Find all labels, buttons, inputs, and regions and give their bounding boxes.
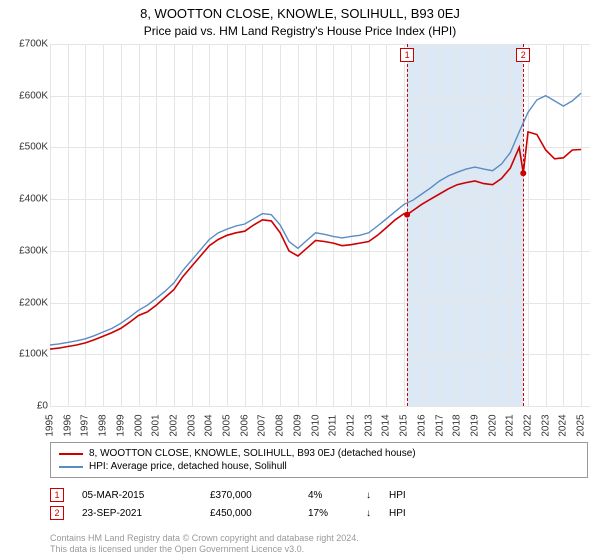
x-tick-label: 1999 [115,414,126,436]
x-tick-label: 2004 [204,414,215,436]
x-tick-label: 2022 [523,414,534,436]
footer-line2: This data is licensed under the Open Gov… [50,544,359,556]
x-tick-label: 2017 [434,414,445,436]
x-tick-label: 2010 [310,414,321,436]
legend-item-price: 8, WOOTTON CLOSE, KNOWLE, SOLIHULL, B93 … [59,447,579,460]
x-tick-label: 1997 [80,414,91,436]
y-tick-label: £500K [19,142,48,153]
arrow-down-icon: ↓ [366,508,371,519]
x-tick-label: 2000 [133,414,144,436]
table-row: 2 23-SEP-2021 £450,000 17% ↓ HPI [50,504,406,522]
x-tick-label: 2005 [222,414,233,436]
footer-attribution: Contains HM Land Registry data © Crown c… [50,533,359,556]
marker-icon: 1 [50,488,64,502]
x-tick-label: 2023 [540,414,551,436]
x-tick-label: 2014 [381,414,392,436]
legend: 8, WOOTTON CLOSE, KNOWLE, SOLIHULL, B93 … [50,442,588,478]
arrow-down-icon: ↓ [366,490,371,501]
transaction-price: £370,000 [210,490,290,501]
transaction-vs: HPI [389,508,406,519]
y-tick-label: £700K [19,39,48,50]
x-tick-label: 1998 [98,414,109,436]
transaction-vs: HPI [389,490,406,501]
transactions-table: 1 05-MAR-2015 £370,000 4% ↓ HPI 2 23-SEP… [50,486,406,522]
legend-item-hpi: HPI: Average price, detached house, Soli… [59,460,579,473]
legend-swatch-hpi [59,466,83,468]
x-tick-label: 2008 [275,414,286,436]
x-tick-label: 2021 [505,414,516,436]
x-tick-label: 2018 [452,414,463,436]
chart-subtitle: Price paid vs. HM Land Registry's House … [0,21,600,42]
footer-line1: Contains HM Land Registry data © Crown c… [50,533,359,545]
transaction-date: 23-SEP-2021 [82,508,192,519]
legend-label-price: 8, WOOTTON CLOSE, KNOWLE, SOLIHULL, B93 … [89,448,416,459]
x-tick-label: 2006 [239,414,250,436]
x-tick-label: 1995 [45,414,56,436]
x-tick-label: 2015 [399,414,410,436]
x-tick-label: 1996 [62,414,73,436]
legend-swatch-price [59,453,83,455]
chart-title: 8, WOOTTON CLOSE, KNOWLE, SOLIHULL, B93 … [0,0,600,21]
y-tick-label: £400K [19,194,48,205]
marker-icon: 2 [50,506,64,520]
x-tick-label: 2002 [168,414,179,436]
x-tick-label: 2013 [363,414,374,436]
x-tick-label: 2007 [257,414,268,436]
x-tick-label: 2012 [345,414,356,436]
plot-area: 12 [50,44,590,406]
y-tick-label: £200K [19,297,48,308]
y-tick-label: £0 [37,401,48,412]
y-tick-label: £600K [19,90,48,101]
table-row: 1 05-MAR-2015 £370,000 4% ↓ HPI [50,486,406,504]
x-tick-label: 2011 [328,415,339,437]
x-tick-label: 2001 [151,414,162,436]
x-tick-label: 2025 [576,414,587,436]
transaction-date: 05-MAR-2015 [82,490,192,501]
chart-area: 12 [50,44,590,406]
x-tick-label: 2024 [558,414,569,436]
transaction-price: £450,000 [210,508,290,519]
x-tick-label: 2016 [416,414,427,436]
x-tick-label: 2003 [186,414,197,436]
transaction-pct: 17% [308,508,348,519]
y-tick-label: £100K [19,349,48,360]
legend-label-hpi: HPI: Average price, detached house, Soli… [89,461,287,472]
x-tick-label: 2020 [487,414,498,436]
y-tick-label: £300K [19,245,48,256]
x-tick-label: 2009 [292,414,303,436]
transaction-pct: 4% [308,490,348,501]
x-tick-label: 2019 [469,414,480,436]
